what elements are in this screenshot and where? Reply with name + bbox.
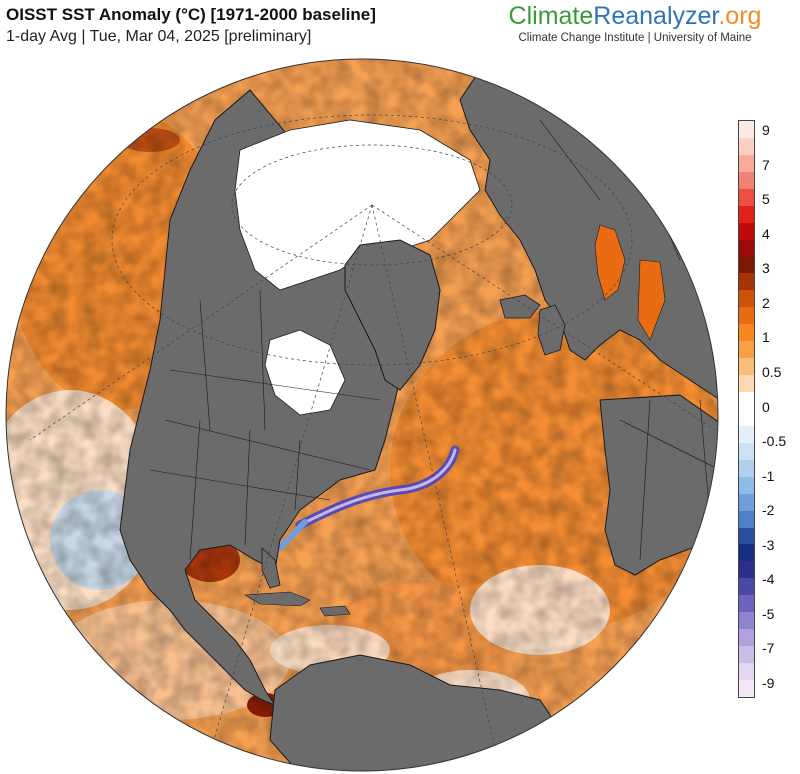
inland-sea: [637, 259, 666, 341]
colorbar-swatch: [739, 341, 754, 359]
colorbar-tick-label: 3: [762, 260, 770, 277]
colorbar-tick-label: -1: [762, 467, 775, 484]
british-isles-landmass: [537, 304, 566, 356]
colorbar-swatch: [739, 476, 754, 494]
colorbar-swatch: [739, 188, 754, 206]
colorbar-tick-label: -2: [762, 502, 775, 519]
brand-name-part2: Reanalyzer: [593, 2, 719, 30]
colorbar-swatch: [739, 137, 754, 155]
colorbar-swatch: [739, 527, 754, 545]
colorbar-tick-label: 4: [762, 225, 770, 242]
colorbar-swatch: [739, 612, 754, 630]
brand-name-part3: .org: [718, 2, 762, 30]
colorbar-tick-label: 5: [762, 191, 770, 208]
brand-affiliation: Climate Change Institute | University of…: [518, 32, 752, 44]
brand-name-part1: Climate: [508, 2, 594, 30]
colorbar-tick-label: 7: [762, 156, 770, 173]
hispaniola-landmass: [319, 605, 351, 617]
colorbar-swatch: [739, 629, 754, 647]
graticule-lines: [29, 114, 716, 771]
colorbar-swatch: [739, 358, 754, 376]
colorbar-swatch: [739, 425, 754, 443]
colorbar-swatch: [739, 510, 754, 528]
colorbar-swatch: [739, 578, 754, 596]
africa-landmass: [599, 394, 718, 576]
colorbar-swatch: [739, 375, 754, 392]
globe-outline: [5, 58, 719, 772]
header: OISST SST Anomaly (°C) [1971-2000 baseli…: [6, 4, 526, 48]
colorbar-tick-label: -4: [762, 571, 775, 588]
florida-landmass: [261, 547, 281, 589]
brand-logo[interactable]: ClimateReanalyzer.org Climate Change Ins…: [500, 2, 770, 46]
colorbar-swatch: [739, 493, 754, 511]
colorbar-tick-label: 0: [762, 398, 770, 415]
colorbar-swatch: [739, 646, 754, 663]
colorbar-tick-label: -3: [762, 536, 775, 553]
colorbar-swatch: [739, 663, 754, 680]
political-borders: [149, 119, 718, 561]
hudson-bay-ice: [264, 329, 346, 416]
colorbar-swatch: [739, 154, 754, 172]
colorbar-tick-label: -9: [762, 675, 775, 691]
cuba-landmass: [244, 591, 311, 607]
colorbar-swatch: [739, 679, 754, 697]
map-subtitle: 1-day Avg | Tue, Mar 04, 2025 [prelimina…: [6, 28, 312, 45]
colorbar-tick-label: -0.5: [762, 433, 787, 450]
colorbar-swatch: [739, 256, 754, 274]
colorbar-swatch: [739, 205, 754, 223]
colorbar-tick-label: -5: [762, 605, 775, 622]
brand-name: ClimateReanalyzer.org: [500, 2, 770, 30]
colorbar-swatch: [739, 307, 754, 325]
gulf-stream-cold-core: [298, 448, 457, 527]
colorbar-tick-label: -7: [762, 640, 775, 657]
colorbar-swatch: [739, 273, 754, 291]
colorbar-swatch: [739, 408, 754, 426]
greenland-landmass: [344, 239, 441, 391]
colorbar-swatch: [739, 392, 754, 409]
colorbar-tick-label: 9: [762, 122, 770, 138]
iceland-landmass: [499, 294, 541, 319]
colorbar-swatch: [739, 239, 754, 257]
colorbar-tick-label: 0.5: [762, 363, 782, 380]
colorbar-swatch: [739, 595, 754, 613]
colorbar-tick-label: 2: [762, 294, 770, 311]
colorbar-swatch: [739, 222, 754, 240]
map-title: OISST SST Anomaly (°C) [1971-2000 baseli…: [6, 5, 376, 24]
colorbar-tick-label: 1: [762, 329, 770, 346]
globe-interior: [6, 59, 718, 771]
colorbar-swatch: [739, 544, 754, 562]
colorbar-swatch: [739, 442, 754, 460]
colorbar-swatch: [739, 561, 754, 579]
colorbar: [738, 120, 755, 698]
colorbar-swatch: [739, 290, 754, 308]
colorbar-swatch: [739, 171, 754, 189]
colorbar-swatch: [739, 324, 754, 342]
colorbar-swatch: [739, 121, 754, 138]
east-coast-cool-strip: [277, 519, 308, 551]
colorbar-swatch: [739, 459, 754, 477]
